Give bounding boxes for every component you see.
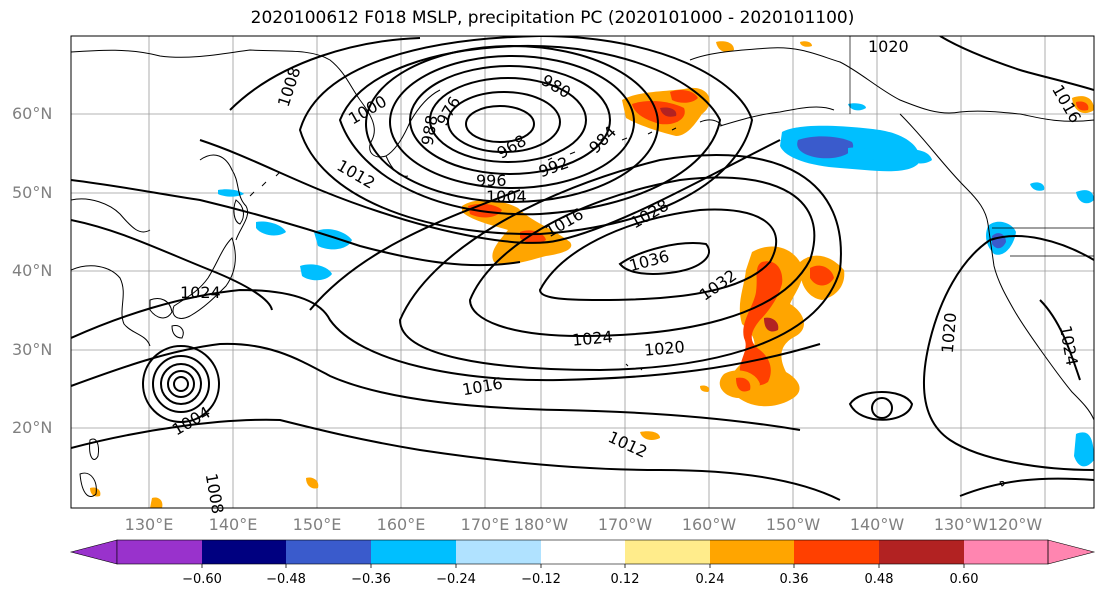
lon-label: 170°E bbox=[460, 515, 510, 534]
colorbar-under-arrow bbox=[69, 539, 118, 565]
lon-label: 160°E bbox=[376, 515, 426, 534]
colorbar-over-arrow bbox=[1047, 539, 1096, 565]
isobar-label: 996 bbox=[476, 171, 507, 190]
lon-label: 180°W bbox=[513, 515, 569, 534]
isobar-label: 1024 bbox=[180, 283, 221, 302]
lon-label: 170°W bbox=[597, 515, 653, 534]
isobar-label: 1024 bbox=[571, 327, 613, 349]
isobar-label: 1004 bbox=[486, 187, 527, 206]
colorbar-tick-label: 0.36 bbox=[779, 572, 809, 587]
lon-label: 160°W bbox=[681, 515, 737, 534]
isobar-label: 1020 bbox=[868, 37, 909, 56]
colorbar bbox=[69, 539, 1096, 568]
lon-label: 140°W bbox=[849, 515, 905, 534]
colorbar-tick-label: −0.60 bbox=[182, 572, 222, 587]
lon-label: 140°E bbox=[208, 515, 258, 534]
lon-label: 130°E bbox=[124, 515, 174, 534]
isobars bbox=[71, 36, 1094, 501]
colorbar-tick-label: −0.24 bbox=[436, 572, 476, 587]
lon-label: 150°W bbox=[765, 515, 821, 534]
colorbar-tick-label: 0.12 bbox=[610, 572, 640, 587]
lon-label: 150°E bbox=[292, 515, 342, 534]
lat-label: 50°N bbox=[12, 183, 53, 202]
lat-label: 30°N bbox=[12, 340, 53, 359]
isobar-label: 1020 bbox=[938, 312, 960, 354]
colorbar-tick-label: 0.60 bbox=[949, 572, 979, 587]
colorbar-tick-label: −0.48 bbox=[266, 572, 306, 587]
map-panel bbox=[71, 36, 1094, 508]
colorbar-tick-label: −0.12 bbox=[521, 572, 561, 587]
lat-label: 40°N bbox=[12, 261, 53, 280]
colorbar-tick-label: 0.24 bbox=[695, 572, 725, 587]
colorbar-tick-label: −0.36 bbox=[351, 572, 391, 587]
lat-label: 60°N bbox=[12, 104, 53, 123]
coastlines bbox=[71, 36, 1094, 497]
colorbar-tick-label: 0.48 bbox=[864, 572, 894, 587]
map-title: 2020100612 F018 MSLP, precipitation PC (… bbox=[250, 8, 855, 28]
lon-label: 120°W bbox=[987, 515, 1043, 534]
lon-label: 130°W bbox=[933, 515, 989, 534]
isobar-label: 1020 bbox=[643, 337, 685, 359]
lat-label: 20°N bbox=[12, 418, 53, 437]
